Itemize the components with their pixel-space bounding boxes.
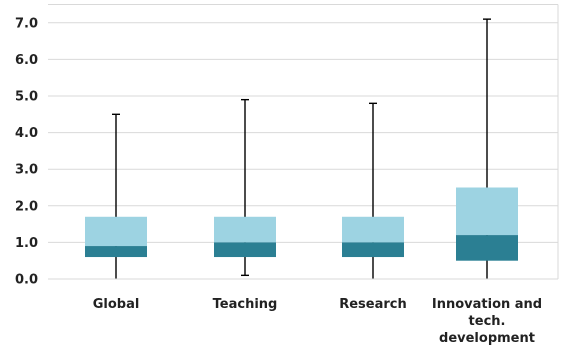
y-tick-label: 7.0 xyxy=(15,16,38,31)
x-tick-label: Global xyxy=(93,297,140,312)
x-tick-label-line: Innovation and xyxy=(432,297,542,312)
box-upper-quartile xyxy=(85,216,147,247)
y-axis: 0.0 1.0 2.0 3.0 4.0 5.0 6.0 7.0 xyxy=(15,16,38,287)
x-tick-label: Teaching xyxy=(213,297,278,312)
y-tick-label: 6.0 xyxy=(15,53,38,68)
box-upper-quartile xyxy=(214,216,276,243)
x-tick-label-line: development xyxy=(439,331,535,346)
box-lower-quartile xyxy=(214,242,276,258)
x-tick-label-line: Global xyxy=(93,297,140,312)
x-axis: Global Teaching Research Innovation and tech… xyxy=(48,278,558,346)
plot-area xyxy=(85,18,518,279)
x-tick-label-line: Teaching xyxy=(213,297,278,312)
y-tick-label: 3.0 xyxy=(15,163,38,178)
box-4 xyxy=(456,18,518,279)
x-tick-label: Research xyxy=(339,297,407,312)
box-2 xyxy=(214,98,276,277)
box-upper-quartile xyxy=(342,216,404,243)
box-lower-quartile xyxy=(456,235,518,261)
box-upper-quartile xyxy=(456,187,518,236)
x-tick-label-line: Research xyxy=(339,297,407,312)
y-tick-label: 2.0 xyxy=(15,199,38,214)
y-tick-label: 0.0 xyxy=(15,273,38,288)
y-tick-label: 5.0 xyxy=(15,90,38,105)
x-tick-label-line: tech. xyxy=(469,314,506,329)
y-tick-label: 1.0 xyxy=(15,236,38,251)
box-lower-quartile xyxy=(342,242,404,258)
x-tick-label: Innovation and tech. development xyxy=(432,297,542,346)
y-tick-label: 4.0 xyxy=(15,126,38,141)
box-3 xyxy=(342,102,404,279)
box-lower-quartile xyxy=(85,246,147,258)
box-1 xyxy=(85,113,147,279)
